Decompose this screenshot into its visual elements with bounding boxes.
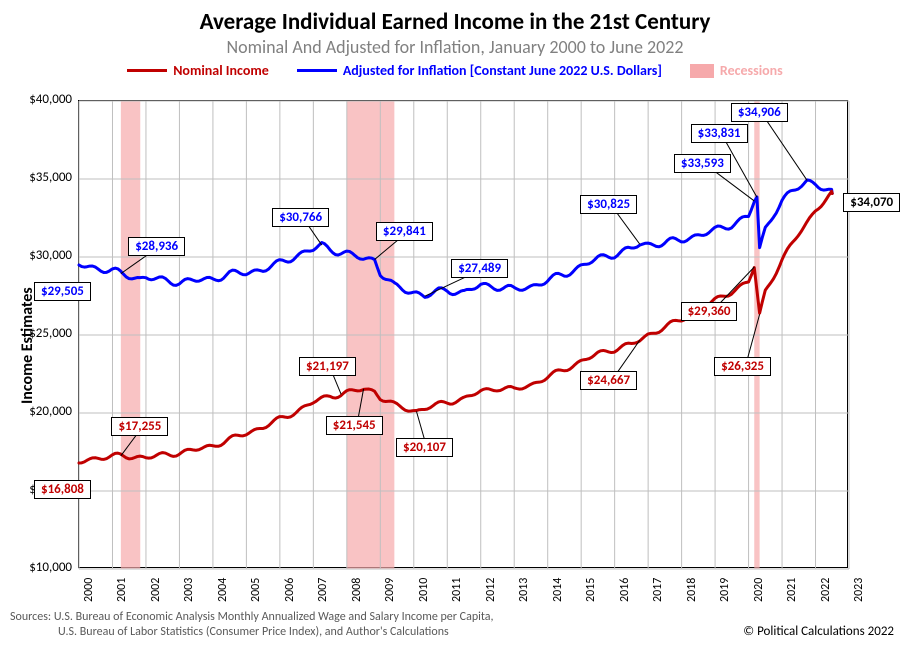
- legend-recessions: Recessions: [690, 62, 783, 79]
- x-tick-label: 2006: [283, 578, 297, 602]
- x-tick-label: 2004: [216, 578, 230, 602]
- x-tick-label: 2022: [819, 578, 833, 602]
- plot-area: [78, 100, 848, 568]
- annotation-label: $16,808: [34, 480, 91, 499]
- annotation-label: $17,255: [111, 417, 168, 436]
- legend-nominal: Nominal Income: [127, 62, 269, 79]
- annotation-label: $30,825: [580, 195, 637, 214]
- x-tick-label: 2017: [651, 578, 665, 602]
- annotation-label: $21,197: [299, 357, 356, 376]
- legend-adjusted: Adjusted for Inflation [Constant June 20…: [297, 62, 662, 79]
- legend-nominal-label: Nominal Income: [173, 62, 269, 79]
- x-tick-label: 2001: [115, 578, 129, 602]
- legend-adjusted-label: Adjusted for Inflation [Constant June 20…: [343, 62, 662, 79]
- x-tick-label: 2014: [551, 578, 565, 602]
- x-tick-label: 2019: [718, 578, 732, 602]
- annotation-label: $20,107: [396, 438, 453, 457]
- annotation-label: $21,545: [326, 416, 383, 435]
- legend-nominal-swatch: [127, 69, 167, 72]
- y-tick-label: $10,000: [0, 560, 72, 575]
- x-tick-label: 2003: [182, 578, 196, 602]
- annotation-label: $27,489: [451, 259, 508, 278]
- annotation-label: $28,936: [128, 237, 185, 256]
- annotation-label: $29,505: [34, 282, 91, 301]
- plot-svg: [79, 101, 849, 569]
- x-tick-label: 2018: [685, 578, 699, 602]
- legend: Nominal Income Adjusted for Inflation [C…: [0, 62, 910, 79]
- x-tick-label: 2007: [316, 578, 330, 602]
- sources-line1: Sources: U.S. Bureau of Economic Analysi…: [10, 610, 494, 625]
- y-axis-title: Income Estimates: [18, 287, 37, 404]
- annotation-label: $33,593: [674, 154, 731, 173]
- sources-text: Sources: U.S. Bureau of Economic Analysi…: [10, 610, 494, 640]
- x-tick-label: 2002: [149, 578, 163, 602]
- x-tick-label: 2011: [450, 578, 464, 602]
- x-tick-label: 2021: [785, 578, 799, 602]
- x-tick-label: 2015: [584, 578, 598, 602]
- x-tick-label: 2000: [82, 578, 96, 602]
- annotation-label: $34,906: [731, 103, 788, 122]
- annotation-label: $30,766: [272, 208, 329, 227]
- legend-recessions-label: Recessions: [720, 62, 783, 79]
- legend-adjusted-swatch: [297, 69, 337, 72]
- annotation-label: $26,325: [714, 357, 771, 376]
- annotation-label: $34,070: [843, 193, 900, 212]
- chart-container: Average Individual Earned Income in the …: [0, 0, 910, 661]
- copyright-text: © Political Calculations 2022: [743, 624, 894, 639]
- x-tick-label: 2005: [249, 578, 263, 602]
- y-tick-label: $40,000: [0, 92, 72, 107]
- x-tick-label: 2020: [752, 578, 766, 602]
- annotation-label: $29,841: [376, 222, 433, 241]
- sources-line2: U.S. Bureau of Labor Statistics (Consume…: [10, 625, 494, 640]
- y-tick-label: $30,000: [0, 248, 72, 263]
- x-tick-label: 2023: [852, 578, 866, 602]
- legend-recessions-swatch: [690, 64, 714, 78]
- y-tick-label: $25,000: [0, 326, 72, 341]
- chart-subtitle: Nominal And Adjusted for Inflation, Janu…: [0, 36, 910, 58]
- x-tick-label: 2009: [383, 578, 397, 602]
- y-tick-label: $20,000: [0, 404, 72, 419]
- chart-title: Average Individual Earned Income in the …: [0, 0, 910, 36]
- x-tick-label: 2016: [618, 578, 632, 602]
- annotation-label: $33,831: [691, 124, 748, 143]
- y-tick-label: $35,000: [0, 170, 72, 185]
- annotation-label: $24,667: [580, 371, 637, 390]
- annotation-label: $29,360: [681, 302, 738, 321]
- x-tick-label: 2008: [350, 578, 364, 602]
- x-tick-label: 2013: [517, 578, 531, 602]
- x-tick-label: 2012: [484, 578, 498, 602]
- x-tick-label: 2010: [417, 578, 431, 602]
